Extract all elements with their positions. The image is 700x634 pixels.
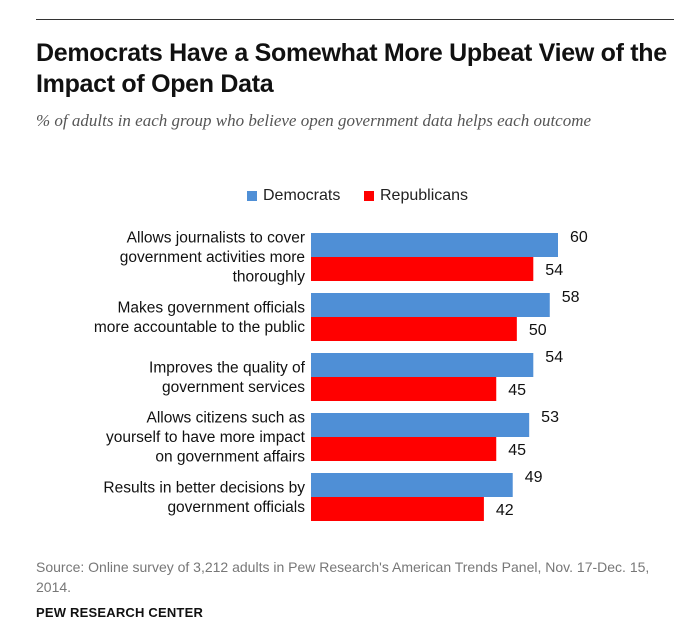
- category-label-line: government services: [162, 379, 305, 396]
- value-label-republicans: 45: [508, 442, 526, 459]
- category-label: Makes government officials more accountab…: [94, 299, 305, 336]
- legend-label-democrats: Democrats: [263, 187, 341, 204]
- bar-republicans: [311, 497, 484, 521]
- legend-swatch-democrats: [247, 191, 257, 201]
- category-label-line: Makes government officials: [117, 299, 305, 316]
- category-label: Results in better decisions by government…: [103, 479, 305, 516]
- bar-republicans: [311, 437, 497, 461]
- chart-subtitle: % of adults in each group who believe op…: [36, 111, 592, 130]
- value-label-democrats: 60: [570, 229, 588, 246]
- category-label-line: thoroughly: [233, 269, 306, 286]
- value-label-republicans: 45: [508, 382, 526, 399]
- top-rule: [36, 19, 674, 20]
- category-label-line: Improves the quality of: [149, 359, 306, 376]
- bar-republicans: [311, 317, 517, 341]
- legend-item-republicans: Republicans: [364, 184, 468, 208]
- brand-label: PEW RESEARCH CENTER: [36, 605, 204, 620]
- chart-title: Democrats Have a Somewhat More Upbeat Vi…: [36, 39, 667, 98]
- value-label-democrats: 54: [545, 349, 563, 366]
- category-label-line: government officials: [167, 499, 305, 516]
- category-label: Allows journalists to cover government ac…: [120, 230, 305, 286]
- value-label-democrats: 58: [562, 289, 580, 306]
- bar-republicans: [311, 257, 534, 281]
- category-label-line: yourself to have more impact: [106, 429, 306, 446]
- value-label-republicans: 50: [529, 322, 547, 339]
- category-label: Allows citizens such as yourself to have …: [106, 410, 306, 466]
- category-label-line: more accountable to the public: [94, 319, 305, 336]
- category-label: Improves the quality of government servic…: [149, 359, 306, 396]
- value-label-democrats: 53: [541, 409, 559, 426]
- category-label-line: government activities more: [120, 249, 305, 266]
- bar-democrats: [311, 413, 530, 437]
- legend: Democrats Republicans: [0, 184, 700, 208]
- source-note: Source: Online survey of 3,212 adults in…: [36, 559, 650, 595]
- bar-chart: Allows journalists to cover government ac…: [94, 229, 588, 521]
- bar-democrats: [311, 233, 558, 257]
- legend-label-republicans: Republicans: [380, 187, 469, 204]
- category-label-line: Allows journalists to cover: [127, 230, 305, 247]
- category-label-line: Results in better decisions by: [103, 479, 305, 496]
- value-label-democrats: 49: [525, 469, 543, 486]
- bar-democrats: [311, 293, 550, 317]
- value-label-republicans: 42: [496, 502, 514, 519]
- bar-democrats: [311, 353, 534, 377]
- category-label-line: Allows citizens such as: [146, 410, 305, 427]
- legend-item-democrats: Democrats: [247, 184, 340, 208]
- value-label-republicans: 54: [545, 262, 563, 279]
- legend-swatch-republicans: [364, 191, 374, 201]
- bar-democrats: [311, 473, 513, 497]
- category-label-line: on government affairs: [155, 449, 305, 466]
- bar-republicans: [311, 377, 497, 401]
